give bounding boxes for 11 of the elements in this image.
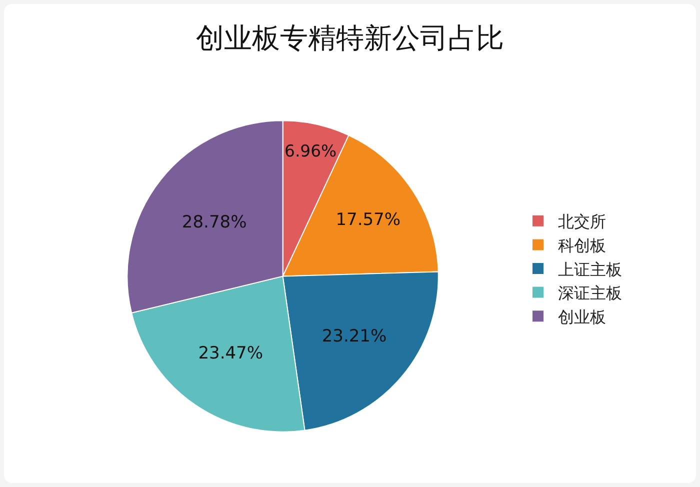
- legend-label: 上证主板: [558, 260, 622, 279]
- legend-label: 创业板: [558, 307, 606, 326]
- data-label: 28.78%: [182, 212, 247, 232]
- data-label: 23.47%: [198, 343, 264, 364]
- legend-label: 深证主板: [558, 284, 622, 303]
- data-label: 23.21%: [322, 326, 387, 346]
- chart-title: 创业板专精特新公司占比: [196, 22, 504, 55]
- legend-label: 北交所: [558, 212, 606, 232]
- data-label: 6.96%: [284, 141, 337, 160]
- data-label: 17.57%: [336, 210, 401, 230]
- legend-label: 科创板: [558, 236, 606, 255]
